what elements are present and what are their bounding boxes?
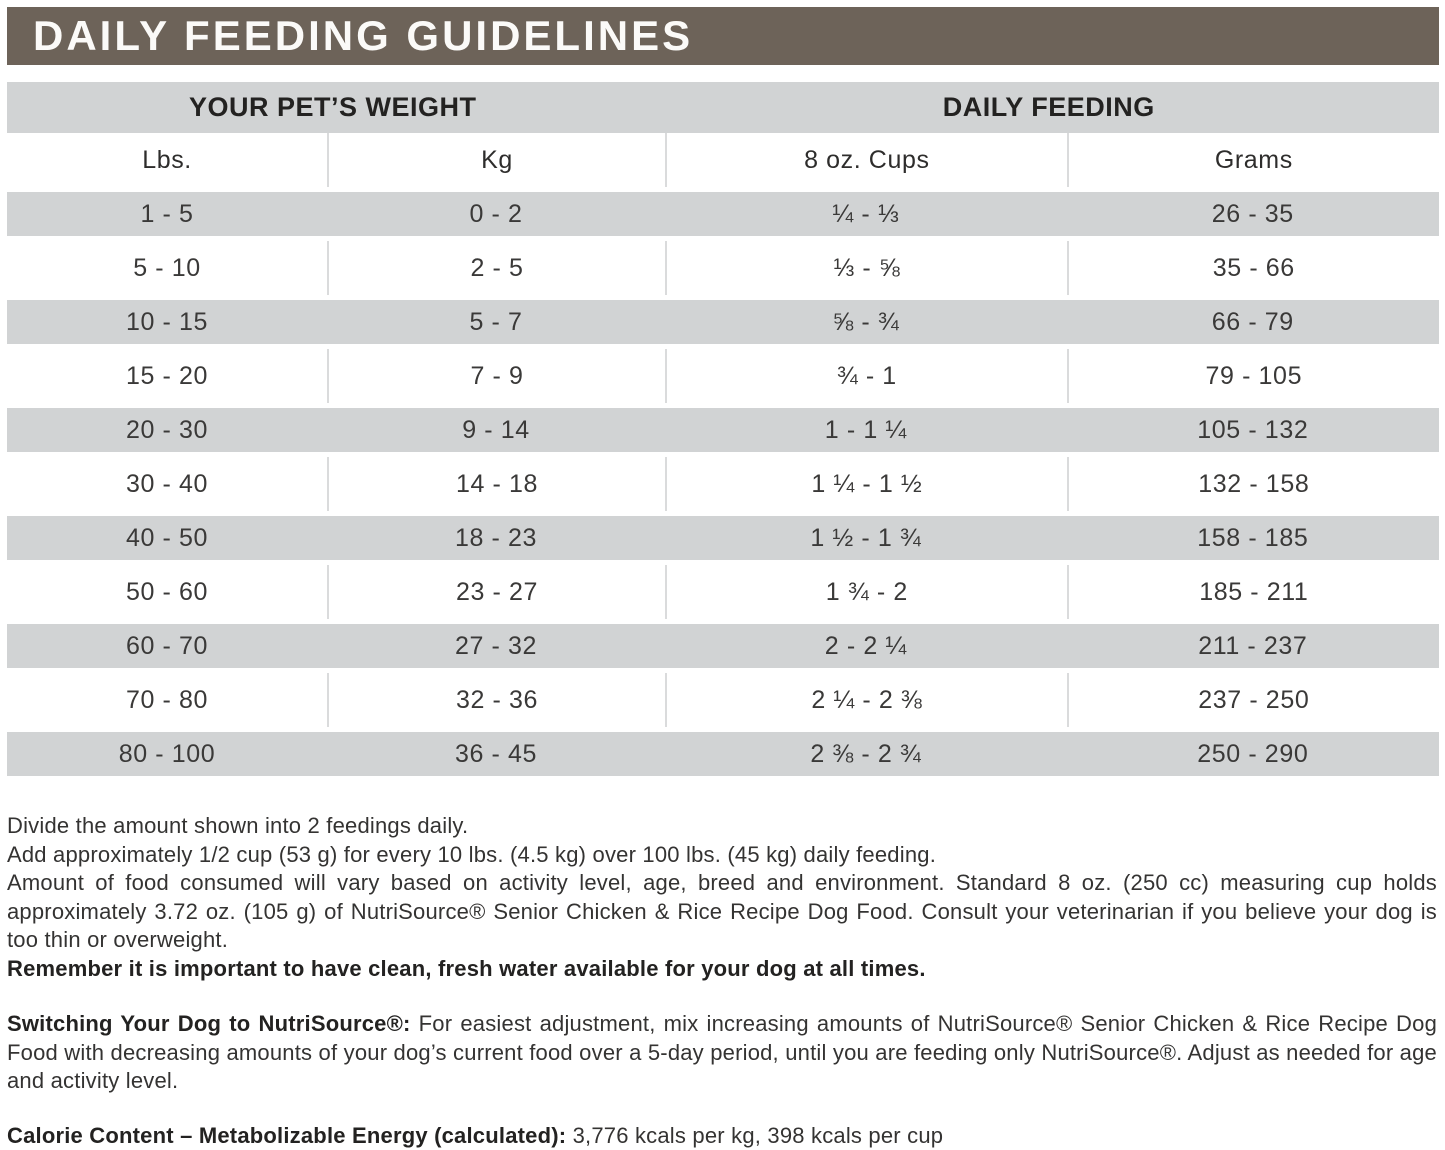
cell-kg: 5 - 7	[327, 300, 665, 344]
cell-cups: 1 ½ - 1 ¾	[665, 516, 1067, 560]
cell-cups: 1 ¼ - 1 ½	[665, 457, 1067, 511]
cell-grams: 66 - 79	[1067, 300, 1439, 344]
table-row: 1 - 5 0 - 2 ¼ - ⅓ 26 - 35	[7, 187, 1439, 241]
column-header-row: Lbs. Kg 8 oz. Cups Grams	[7, 133, 1439, 187]
cell-cups: ⅝ - ¾	[665, 300, 1067, 344]
cell-cups: 2 - 2 ¼	[665, 624, 1067, 668]
cell-kg: 9 - 14	[327, 408, 665, 452]
cell-lbs: 20 - 30	[7, 408, 327, 452]
page-title: DAILY FEEDING GUIDELINES	[33, 12, 693, 60]
feeding-table: YOUR PET’S WEIGHT DAILY FEEDING Lbs. Kg …	[7, 82, 1439, 781]
table-row: 5 - 10 2 - 5 ⅓ - ⅝ 35 - 66	[7, 241, 1439, 295]
cell-lbs: 30 - 40	[7, 457, 327, 511]
table-group-header: YOUR PET’S WEIGHT DAILY FEEDING	[7, 82, 1439, 133]
column-header-kg: Kg	[327, 133, 665, 187]
cell-grams: 237 - 250	[1067, 673, 1439, 727]
note-switching-lead: Switching Your Dog to NutriSource®:	[7, 1011, 411, 1036]
cell-lbs: 80 - 100	[7, 732, 327, 776]
note-switching: Switching Your Dog to NutriSource®: For …	[7, 1010, 1437, 1096]
note-fresh-water: Remember it is important to have clean, …	[7, 955, 1437, 984]
cell-lbs: 50 - 60	[7, 565, 327, 619]
note-amount-varies: Amount of food consumed will vary based …	[7, 869, 1437, 955]
cell-grams: 185 - 211	[1067, 565, 1439, 619]
feeding-notes: Divide the amount shown into 2 feedings …	[7, 812, 1439, 1150]
column-header-grams: Grams	[1067, 133, 1439, 187]
note-calorie-body: 3,776 kcals per kg, 398 kcals per cup	[566, 1123, 943, 1148]
cell-lbs: 15 - 20	[7, 349, 327, 403]
cell-grams: 158 - 185	[1067, 516, 1439, 560]
note-divide-feedings: Divide the amount shown into 2 feedings …	[7, 812, 1437, 841]
cell-kg: 27 - 32	[327, 624, 665, 668]
column-header-lbs: Lbs.	[7, 133, 327, 187]
cell-lbs: 1 - 5	[7, 192, 327, 236]
cell-grams: 105 - 132	[1067, 408, 1439, 452]
group-header-pets-weight: YOUR PET’S WEIGHT	[7, 92, 659, 123]
note-add-cup: Add approximately 1/2 cup (53 g) for eve…	[7, 841, 1437, 870]
cell-lbs: 60 - 70	[7, 624, 327, 668]
cell-kg: 23 - 27	[327, 565, 665, 619]
cell-grams: 132 - 158	[1067, 457, 1439, 511]
table-row: 70 - 80 32 - 36 2 ¼ - 2 ⅜ 237 - 250	[7, 673, 1439, 727]
cell-grams: 35 - 66	[1067, 241, 1439, 295]
cell-kg: 18 - 23	[327, 516, 665, 560]
table-row: 15 - 20 7 - 9 ¾ - 1 79 - 105	[7, 349, 1439, 403]
table-row: 20 - 30 9 - 14 1 - 1 ¼ 105 - 132	[7, 403, 1439, 457]
cell-kg: 7 - 9	[327, 349, 665, 403]
table-row: 30 - 40 14 - 18 1 ¼ - 1 ½ 132 - 158	[7, 457, 1439, 511]
cell-grams: 250 - 290	[1067, 732, 1439, 776]
cell-lbs: 10 - 15	[7, 300, 327, 344]
cell-lbs: 5 - 10	[7, 241, 327, 295]
cell-grams: 79 - 105	[1067, 349, 1439, 403]
table-row: 80 - 100 36 - 45 2 ⅜ - 2 ¾ 250 - 290	[7, 727, 1439, 781]
cell-cups: ¼ - ⅓	[665, 192, 1067, 236]
cell-cups: 1 - 1 ¼	[665, 408, 1067, 452]
cell-lbs: 40 - 50	[7, 516, 327, 560]
cell-kg: 32 - 36	[327, 673, 665, 727]
table-row: 10 - 15 5 - 7 ⅝ - ¾ 66 - 79	[7, 295, 1439, 349]
table-row: 60 - 70 27 - 32 2 - 2 ¼ 211 - 237	[7, 619, 1439, 673]
table-row: 50 - 60 23 - 27 1 ¾ - 2 185 - 211	[7, 565, 1439, 619]
table-row: 40 - 50 18 - 23 1 ½ - 1 ¾ 158 - 185	[7, 511, 1439, 565]
column-header-cups: 8 oz. Cups	[665, 133, 1067, 187]
cell-cups: ¾ - 1	[665, 349, 1067, 403]
note-calorie-lead: Calorie Content – Metabolizable Energy (…	[7, 1123, 566, 1148]
cell-cups: 2 ⅜ - 2 ¾	[665, 732, 1067, 776]
cell-grams: 26 - 35	[1067, 192, 1439, 236]
group-header-daily-feeding: DAILY FEEDING	[659, 92, 1439, 123]
cell-cups: 1 ¾ - 2	[665, 565, 1067, 619]
cell-cups: 2 ¼ - 2 ⅜	[665, 673, 1067, 727]
cell-kg: 0 - 2	[327, 192, 665, 236]
note-calorie-content: Calorie Content – Metabolizable Energy (…	[7, 1122, 1437, 1150]
cell-kg: 36 - 45	[327, 732, 665, 776]
cell-grams: 211 - 237	[1067, 624, 1439, 668]
cell-kg: 2 - 5	[327, 241, 665, 295]
cell-lbs: 70 - 80	[7, 673, 327, 727]
cell-cups: ⅓ - ⅝	[665, 241, 1067, 295]
title-bar: DAILY FEEDING GUIDELINES	[7, 7, 1439, 65]
cell-kg: 14 - 18	[327, 457, 665, 511]
